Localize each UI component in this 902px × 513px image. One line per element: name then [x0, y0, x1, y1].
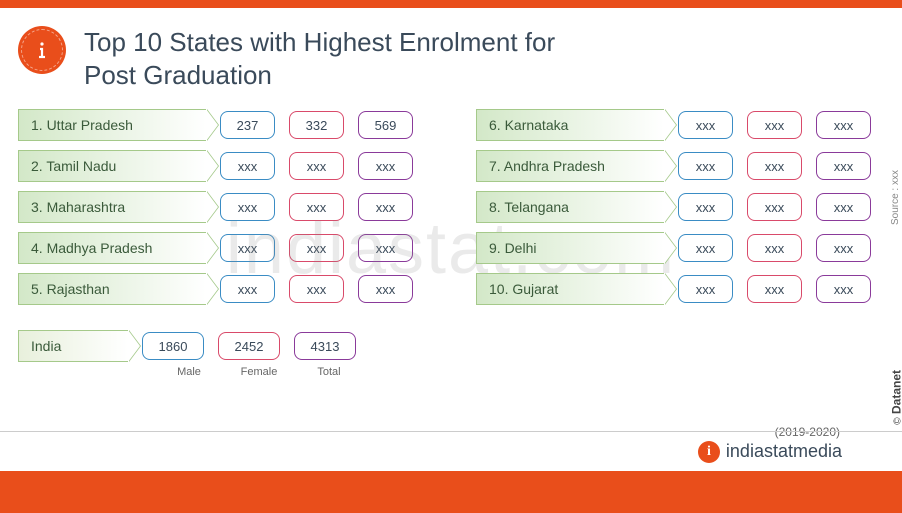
india-total-pill: 4313: [294, 332, 356, 360]
state-name: 9. Delhi: [489, 240, 536, 256]
left-column: 1. Uttar Pradesh 237 332 569 2. Tamil Nadu xx…: [18, 109, 426, 314]
bottom-accent-bar: [0, 471, 902, 513]
state-arrow-label: 7. Andhra Pradesh: [476, 150, 664, 182]
state-total-pill: xxx: [816, 193, 871, 221]
label-female: Female: [228, 366, 290, 378]
footer-brand: i indiastatmedia: [0, 431, 902, 471]
label-total: Total: [298, 366, 360, 378]
state-arrow-label: 5. Rajasthan: [18, 273, 206, 305]
state-female-pill: xxx: [747, 152, 802, 180]
state-name: 3. Maharashtra: [31, 199, 125, 215]
state-male-pill: xxx: [220, 234, 275, 262]
state-male-pill: xxx: [678, 193, 733, 221]
india-label: India: [18, 330, 128, 362]
state-male-pill: xxx: [220, 193, 275, 221]
footer-brand-text: indiastatmedia: [726, 441, 842, 462]
state-male-pill: 237: [220, 111, 275, 139]
india-row: India 1860 2452 4313: [18, 330, 360, 362]
state-row: 6. Karnatakaxxxxxxxxx: [476, 109, 884, 141]
state-total-pill: xxx: [358, 152, 413, 180]
state-female-pill: xxx: [747, 275, 802, 303]
state-name: 10. Gujarat: [489, 281, 558, 297]
state-female-pill: xxx: [747, 193, 802, 221]
india-male-pill: 1860: [142, 332, 204, 360]
state-arrow-label: 2. Tamil Nadu: [18, 150, 206, 182]
state-total-pill: xxx: [816, 152, 871, 180]
state-male-pill: xxx: [678, 234, 733, 262]
state-total-pill: 569: [358, 111, 413, 139]
state-arrow-label: 8. Telangana: [476, 191, 664, 223]
header: Top 10 States with Highest Enrolment for…: [0, 8, 902, 109]
state-female-pill: xxx: [747, 234, 802, 262]
label-male: Male: [158, 366, 220, 378]
india-female-pill: 2452: [218, 332, 280, 360]
state-total-pill: xxx: [816, 275, 871, 303]
state-male-pill: xxx: [678, 275, 733, 303]
pill-header-labels: Male Female Total: [158, 366, 360, 378]
state-arrow-label: 4. Madhya Pradesh: [18, 232, 206, 264]
state-female-pill: xxx: [289, 234, 344, 262]
state-name: 8. Telangana: [489, 199, 569, 215]
state-row: 4. Madhya Pradeshxxxxxxxxx: [18, 232, 426, 264]
page-title: Top 10 States with Highest Enrolment for…: [84, 26, 555, 91]
state-total-pill: xxx: [358, 193, 413, 221]
state-female-pill: xxx: [289, 193, 344, 221]
states-grid: 1. Uttar Pradesh 237 332 569 2. Tamil Nadu xx…: [0, 109, 902, 314]
top-accent-bar: [0, 0, 902, 8]
state-row: 3. Maharashtraxxxxxxxxx: [18, 191, 426, 223]
state-total-pill: xxx: [358, 275, 413, 303]
state-female-pill: xxx: [747, 111, 802, 139]
state-name: 2. Tamil Nadu: [31, 158, 116, 174]
copyright-symbol: ©: [893, 417, 902, 424]
state-row: 1. Uttar Pradesh 237 332 569: [18, 109, 426, 141]
state-male-pill: xxx: [678, 111, 733, 139]
state-name: 4. Madhya Pradesh: [31, 240, 152, 256]
state-arrow-label: 3. Maharashtra: [18, 191, 206, 223]
state-row: 10. Gujaratxxxxxxxxx: [476, 273, 884, 305]
state-arrow-label: 10. Gujarat: [476, 273, 664, 305]
state-male-pill: xxx: [220, 275, 275, 303]
footer-info-icon: i: [698, 441, 720, 463]
state-total-pill: xxx: [816, 111, 871, 139]
state-row: 9. Delhixxxxxxxxx: [476, 232, 884, 264]
india-section: India 1860 2452 4313 Male Female Total: [0, 314, 902, 378]
state-arrow-label: 1. Uttar Pradesh: [18, 109, 206, 141]
right-column: 6. Karnatakaxxxxxxxxx7. Andhra Pradeshxx…: [476, 109, 884, 314]
state-arrow-label: 6. Karnataka: [476, 109, 664, 141]
india-name: India: [31, 338, 61, 354]
state-name: 6. Karnataka: [489, 117, 568, 133]
state-female-pill: xxx: [289, 275, 344, 303]
datanet-credit: © Datanet: [890, 370, 902, 425]
state-male-pill: xxx: [220, 152, 275, 180]
state-total-pill: xxx: [358, 234, 413, 262]
state-male-pill: xxx: [678, 152, 733, 180]
state-female-pill: 332: [289, 111, 344, 139]
state-row: 8. Telanganaxxxxxxxxx: [476, 191, 884, 223]
state-arrow-label: 9. Delhi: [476, 232, 664, 264]
state-name: 7. Andhra Pradesh: [489, 158, 605, 174]
state-total-pill: xxx: [816, 234, 871, 262]
source-label: Source : xxx: [890, 170, 901, 225]
state-female-pill: xxx: [289, 152, 344, 180]
state-name: 1. Uttar Pradesh: [31, 117, 133, 133]
state-row: 5. Rajasthanxxxxxxxxx: [18, 273, 426, 305]
state-row: 7. Andhra Pradeshxxxxxxxxx: [476, 150, 884, 182]
state-name: 5. Rajasthan: [31, 281, 110, 297]
datanet-text: Datanet: [890, 370, 902, 414]
info-icon: [18, 26, 66, 74]
state-row: 2. Tamil Naduxxxxxxxxx: [18, 150, 426, 182]
